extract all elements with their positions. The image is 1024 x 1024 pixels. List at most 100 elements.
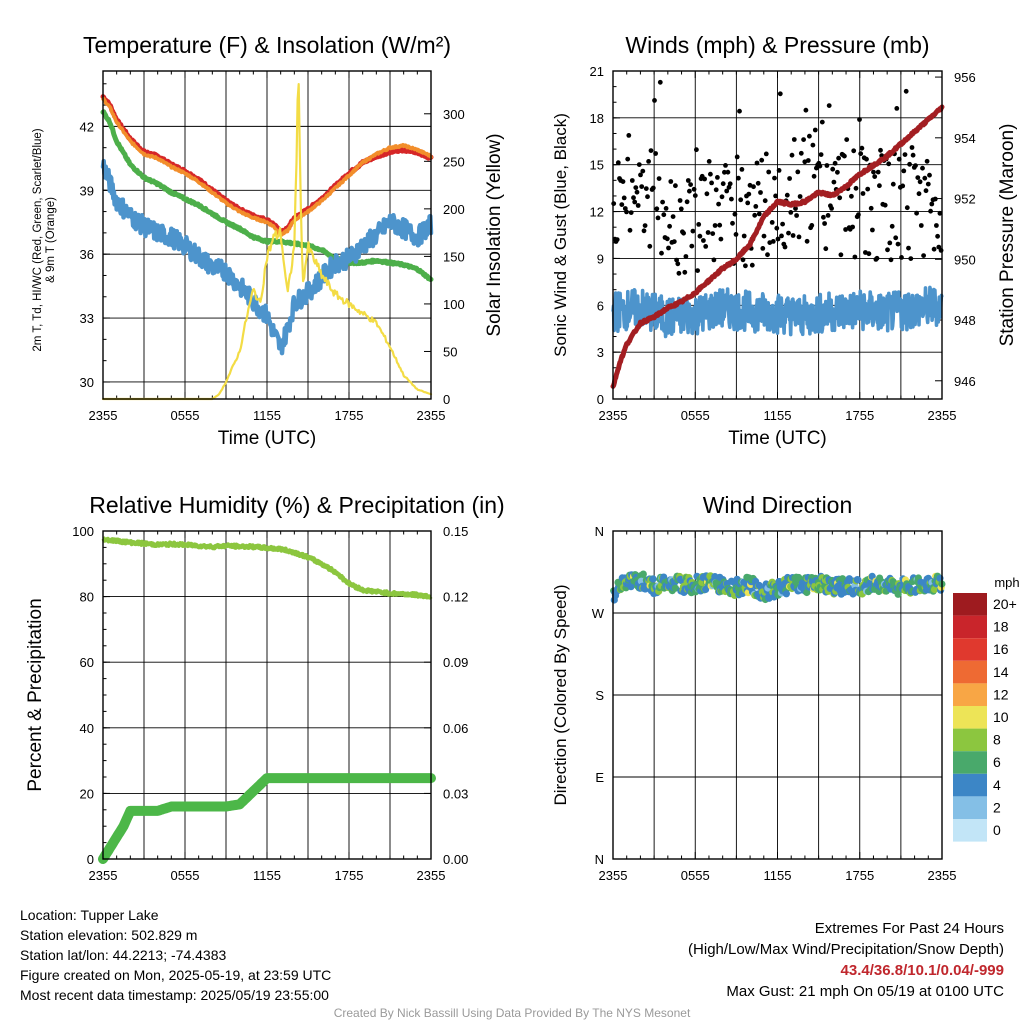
gust-point [709,180,714,186]
gust-point [639,184,645,190]
legend-label: 16 [993,641,1009,657]
x-tick-label: 1155 [253,868,281,883]
gust-point [922,175,928,181]
y-right-tick-label: 952 [954,192,976,207]
gust-point [713,187,719,193]
x-tick-label: 1155 [764,868,792,883]
gust-point [818,152,824,158]
extremes-subheading: (High/Low/Max Wind/Precipitation/Snow De… [688,941,1004,958]
gust-point [756,211,762,217]
y-right-axis-title: Solar Insolation (Yellow) [484,133,505,336]
direction-point [639,570,647,578]
temperature-panel: 2355 0555 1155 1755 2355 Time (UTC) Temperatur… [32,32,505,449]
plot-frame [102,70,432,400]
direction-point [854,576,862,584]
legend-swatch [953,773,987,797]
y-tick-label: 30 [80,375,94,390]
gust-point [625,156,631,162]
gust-point [635,203,641,208]
gust-point [670,214,676,220]
station-latlon: Station lat/lon: 44.2213; -74.4383 [20,947,227,963]
gust-point [681,230,686,236]
max-gust: Max Gust: 21 mph On 05/19 at 0100 UTC [726,983,1004,1000]
gust-point [696,222,702,227]
gust-point [661,212,667,218]
gust-point [632,199,638,205]
gust-point [810,142,816,148]
gust-point [653,151,658,156]
gust-point [752,212,758,218]
gust-point [877,183,882,189]
gust-point [638,172,643,178]
gust-point [648,148,654,154]
gust-point [688,182,693,188]
y-axis-title: 2m T, Td, HI/WC (Red, Green, Scarlet/Blu… [32,128,57,351]
legend-swatch [953,728,987,752]
gust-point [749,262,755,268]
x-tick-label: 0555 [681,868,710,883]
gust-point [777,91,783,97]
gust-point [619,202,625,208]
gust-point [695,268,700,273]
gust-point [708,171,713,177]
gust-point [784,192,790,198]
legend-swatch [953,638,987,661]
gust-point [691,186,697,192]
gust-point [801,137,806,143]
gust-point [889,223,895,229]
plot-frame [612,70,943,400]
x-tick-label: 2355 [89,868,118,883]
gust-point [636,162,642,168]
gust-point [850,224,855,230]
y-tick-label: 33 [80,311,94,326]
gust-point [677,198,683,203]
gust-point [753,204,759,209]
y-right-tick-label: 0.03 [443,786,468,801]
gust-point [765,252,770,258]
gust-point [842,153,847,159]
y-tick-label: N [595,852,604,867]
gust-point [673,183,678,189]
gust-point [716,201,721,207]
x-tick-label: 2355 [928,868,957,883]
legend-title: mph [994,575,1019,590]
panel-title: Winds (mph) & Pressure (mb) [625,32,929,58]
winds-pressure-panel: 2355 0555 1155 1755 2355 Time (UTC) Winds (mph… [551,32,1018,449]
gust-point [720,181,726,187]
gust-point [887,240,893,246]
x-tick-label: 0555 [171,868,200,883]
gust-points [611,79,944,276]
gust-point [755,180,761,186]
station-elevation: Station elevation: 502.829 m [20,927,198,943]
humidity-precip-panel: 2355 0555 1155 1755 2355 Relative Humidity (%… [25,492,505,883]
gust-point [776,168,782,173]
gust-point [821,214,826,220]
gust-point [641,228,647,234]
gust-point [932,196,938,202]
recent-data-timestamp: Most recent data timestamp: 2025/05/19 2… [20,987,329,1003]
gust-point [645,194,650,200]
gust-point [620,179,626,185]
gust-point [723,163,728,168]
series-line-3 [100,158,434,356]
gust-point [702,176,707,182]
gust-point [822,221,827,226]
gust-point [836,155,841,161]
y-right-tick-label: 948 [954,313,976,328]
y-axis-title: Percent & Precipitation [25,598,46,791]
gust-point [657,79,663,85]
gust-point [652,98,657,103]
gust-point [762,198,768,204]
series-line-sonic-wind [611,285,944,339]
y-right-tick-label: 200 [443,202,465,217]
gust-point [853,185,859,191]
y-right-tick-label: 950 [954,252,976,267]
legend-label: 6 [993,754,1001,770]
gust-point [893,235,899,241]
y-tick-label: 18 [590,111,604,126]
gust-point [719,194,725,200]
gust-point [685,178,691,183]
gust-point [794,213,799,218]
gust-point [682,269,688,275]
x-tick-label: 2355 [417,868,446,883]
